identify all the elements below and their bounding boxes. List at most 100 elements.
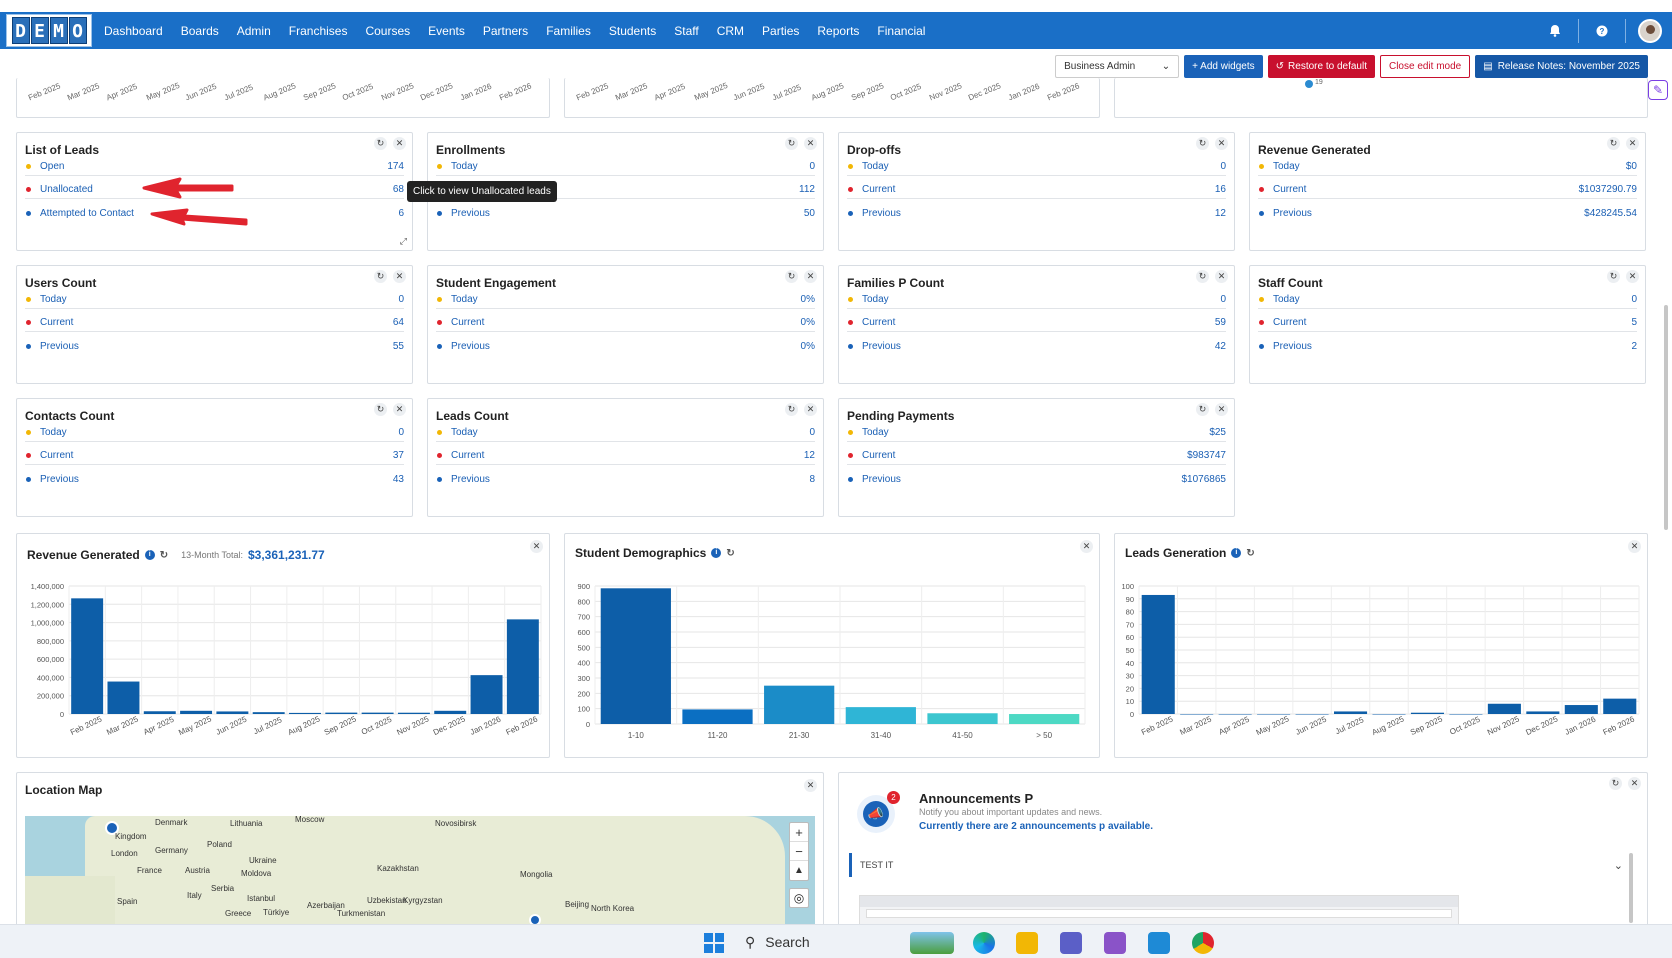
refresh-icon[interactable]: ↻ <box>785 403 798 416</box>
refresh-icon[interactable]: ↻ <box>785 137 798 150</box>
stat-row[interactable]: Today 0 <box>25 291 404 309</box>
visual-studio-icon[interactable] <box>1104 932 1126 954</box>
nav-students[interactable]: Students <box>608 23 657 38</box>
refresh-icon[interactable]: ↻ <box>726 547 735 559</box>
close-icon[interactable]: ✕ <box>804 270 817 283</box>
stat-row[interactable]: Previous 2 <box>1258 337 1637 355</box>
stat-row[interactable]: Previous 0% <box>436 337 815 355</box>
nav-franchises[interactable]: Franchises <box>288 23 348 38</box>
file-explorer-icon[interactable] <box>1016 932 1038 954</box>
vscode-icon[interactable] <box>1148 932 1170 954</box>
info-icon[interactable]: i <box>711 548 722 558</box>
refresh-icon[interactable]: ↻ <box>1196 403 1209 416</box>
close-icon[interactable]: ✕ <box>1626 137 1639 150</box>
edge-browser-icon[interactable] <box>973 932 995 954</box>
announcement-scrollbar[interactable] <box>1629 853 1633 923</box>
info-icon[interactable]: i <box>144 550 155 560</box>
close-icon[interactable]: ✕ <box>804 779 817 792</box>
refresh-icon[interactable]: ↻ <box>1609 777 1622 790</box>
stat-row[interactable]: Today $0 <box>1258 158 1637 176</box>
bell-icon[interactable] <box>1544 20 1566 42</box>
map-view[interactable]: Denmark Lithuania Moscow Novosibirsk Kingdom… <box>25 816 815 926</box>
refresh-icon[interactable]: ↻ <box>374 137 387 150</box>
map-marker[interactable] <box>105 821 119 835</box>
close-icon[interactable]: ✕ <box>1215 270 1228 283</box>
stat-row[interactable]: Current 16 <box>847 181 1226 199</box>
nav-crm[interactable]: CRM <box>716 23 745 38</box>
user-avatar[interactable] <box>1638 18 1662 43</box>
role-select[interactable]: Business Admin ⌄ <box>1055 55 1180 78</box>
close-icon[interactable]: ✕ <box>1628 540 1641 553</box>
refresh-icon[interactable]: ↻ <box>1196 137 1209 150</box>
refresh-icon[interactable]: ↻ <box>1607 137 1620 150</box>
stat-row[interactable]: Today 0% <box>436 291 815 309</box>
nav-events[interactable]: Events <box>428 23 465 38</box>
stat-row[interactable]: Today $25 <box>847 424 1226 442</box>
stat-row[interactable]: Attempted to Contact 6 <box>25 204 404 222</box>
chevron-down-icon[interactable]: ⌄ <box>1613 859 1623 872</box>
stat-row[interactable]: Open 174 <box>25 158 404 176</box>
close-icon[interactable]: ✕ <box>1628 777 1641 790</box>
stat-row[interactable]: Today 0 <box>1258 291 1637 309</box>
add-widgets-button[interactable]: + Add widgets <box>1184 55 1263 78</box>
stat-row[interactable]: Current 37 <box>25 447 404 465</box>
zoom-in-button[interactable]: + <box>790 823 808 842</box>
zoom-out-button[interactable]: − <box>790 842 808 861</box>
stat-row[interactable]: Today 0 <box>25 424 404 442</box>
locate-icon[interactable]: ◎ <box>789 888 809 908</box>
stat-row[interactable]: Current 64 <box>25 314 404 332</box>
close-icon[interactable]: ✕ <box>1080 540 1093 553</box>
refresh-icon[interactable]: ↻ <box>374 270 387 283</box>
stat-row[interactable]: Previous 50 <box>436 204 815 222</box>
nav-courses[interactable]: Courses <box>365 23 411 38</box>
stat-row[interactable]: Previous $428245.54 <box>1258 204 1637 222</box>
stat-row[interactable]: Current 5 <box>1258 314 1637 332</box>
resize-handle-icon[interactable]: ⤢ <box>399 236 407 246</box>
help-icon[interactable]: ? <box>1591 20 1613 42</box>
close-icon[interactable]: ✕ <box>1215 137 1228 150</box>
nav-boards[interactable]: Boards <box>180 23 219 38</box>
stat-row[interactable]: Today 0 <box>436 424 815 442</box>
announcement-item[interactable]: TEST IT ⌄ <box>849 853 1627 877</box>
stat-row[interactable]: Current 59 <box>847 314 1226 332</box>
close-icon[interactable]: ✕ <box>1215 403 1228 416</box>
nav-staff[interactable]: Staff <box>674 23 699 38</box>
weather-widget-icon[interactable] <box>910 932 954 954</box>
nav-families[interactable]: Families <box>546 23 591 38</box>
refresh-icon[interactable]: ↻ <box>1196 270 1209 283</box>
release-notes-button[interactable]: ▤ Release Notes: November 2025 <box>1475 55 1648 78</box>
refresh-icon[interactable]: ↻ <box>785 270 798 283</box>
close-icon[interactable]: ✕ <box>393 403 406 416</box>
nav-financial[interactable]: Financial <box>877 23 926 38</box>
page-scrollbar-thumb[interactable] <box>1664 305 1668 530</box>
stat-row[interactable]: Previous 42 <box>847 337 1226 355</box>
info-icon[interactable]: i <box>1231 548 1242 558</box>
close-icon[interactable]: ✕ <box>393 137 406 150</box>
nav-reports[interactable]: Reports <box>817 23 860 38</box>
nav-partners[interactable]: Partners <box>482 23 529 38</box>
stat-row[interactable]: Unallocated 68 <box>25 181 404 199</box>
close-icon[interactable]: ✕ <box>804 403 817 416</box>
nav-dashboard[interactable]: Dashboard <box>104 23 163 38</box>
refresh-icon[interactable]: ↻ <box>159 549 169 561</box>
stat-row[interactable]: Today 0 <box>436 158 815 176</box>
stat-row[interactable]: Current $1037290.79 <box>1258 181 1637 199</box>
close-icon[interactable]: ✕ <box>530 540 543 553</box>
pencil-icon[interactable]: ✎ <box>1648 80 1668 100</box>
stat-row[interactable]: Current 0% <box>436 314 815 332</box>
stat-row[interactable]: Current 12 <box>436 447 815 465</box>
stat-row[interactable]: Previous $1076865 <box>847 470 1226 488</box>
restore-default-button[interactable]: ↺ Restore to default <box>1267 55 1375 78</box>
close-icon[interactable]: ✕ <box>393 270 406 283</box>
teams-icon[interactable] <box>1060 932 1082 954</box>
refresh-icon[interactable]: ↻ <box>1246 547 1255 559</box>
close-edit-mode-button[interactable]: Close edit mode <box>1379 55 1471 78</box>
close-icon[interactable]: ✕ <box>1626 270 1639 283</box>
chrome-icon[interactable] <box>1192 932 1214 954</box>
compass-icon[interactable]: ▲ <box>794 865 804 876</box>
stat-row[interactable]: Previous 8 <box>436 470 815 488</box>
stat-row[interactable]: Current $983747 <box>847 447 1226 465</box>
stat-row[interactable]: Today 0 <box>847 158 1226 176</box>
taskbar-search[interactable]: ⚲ Search <box>745 930 875 954</box>
demo-logo[interactable]: D E M O <box>6 14 92 47</box>
